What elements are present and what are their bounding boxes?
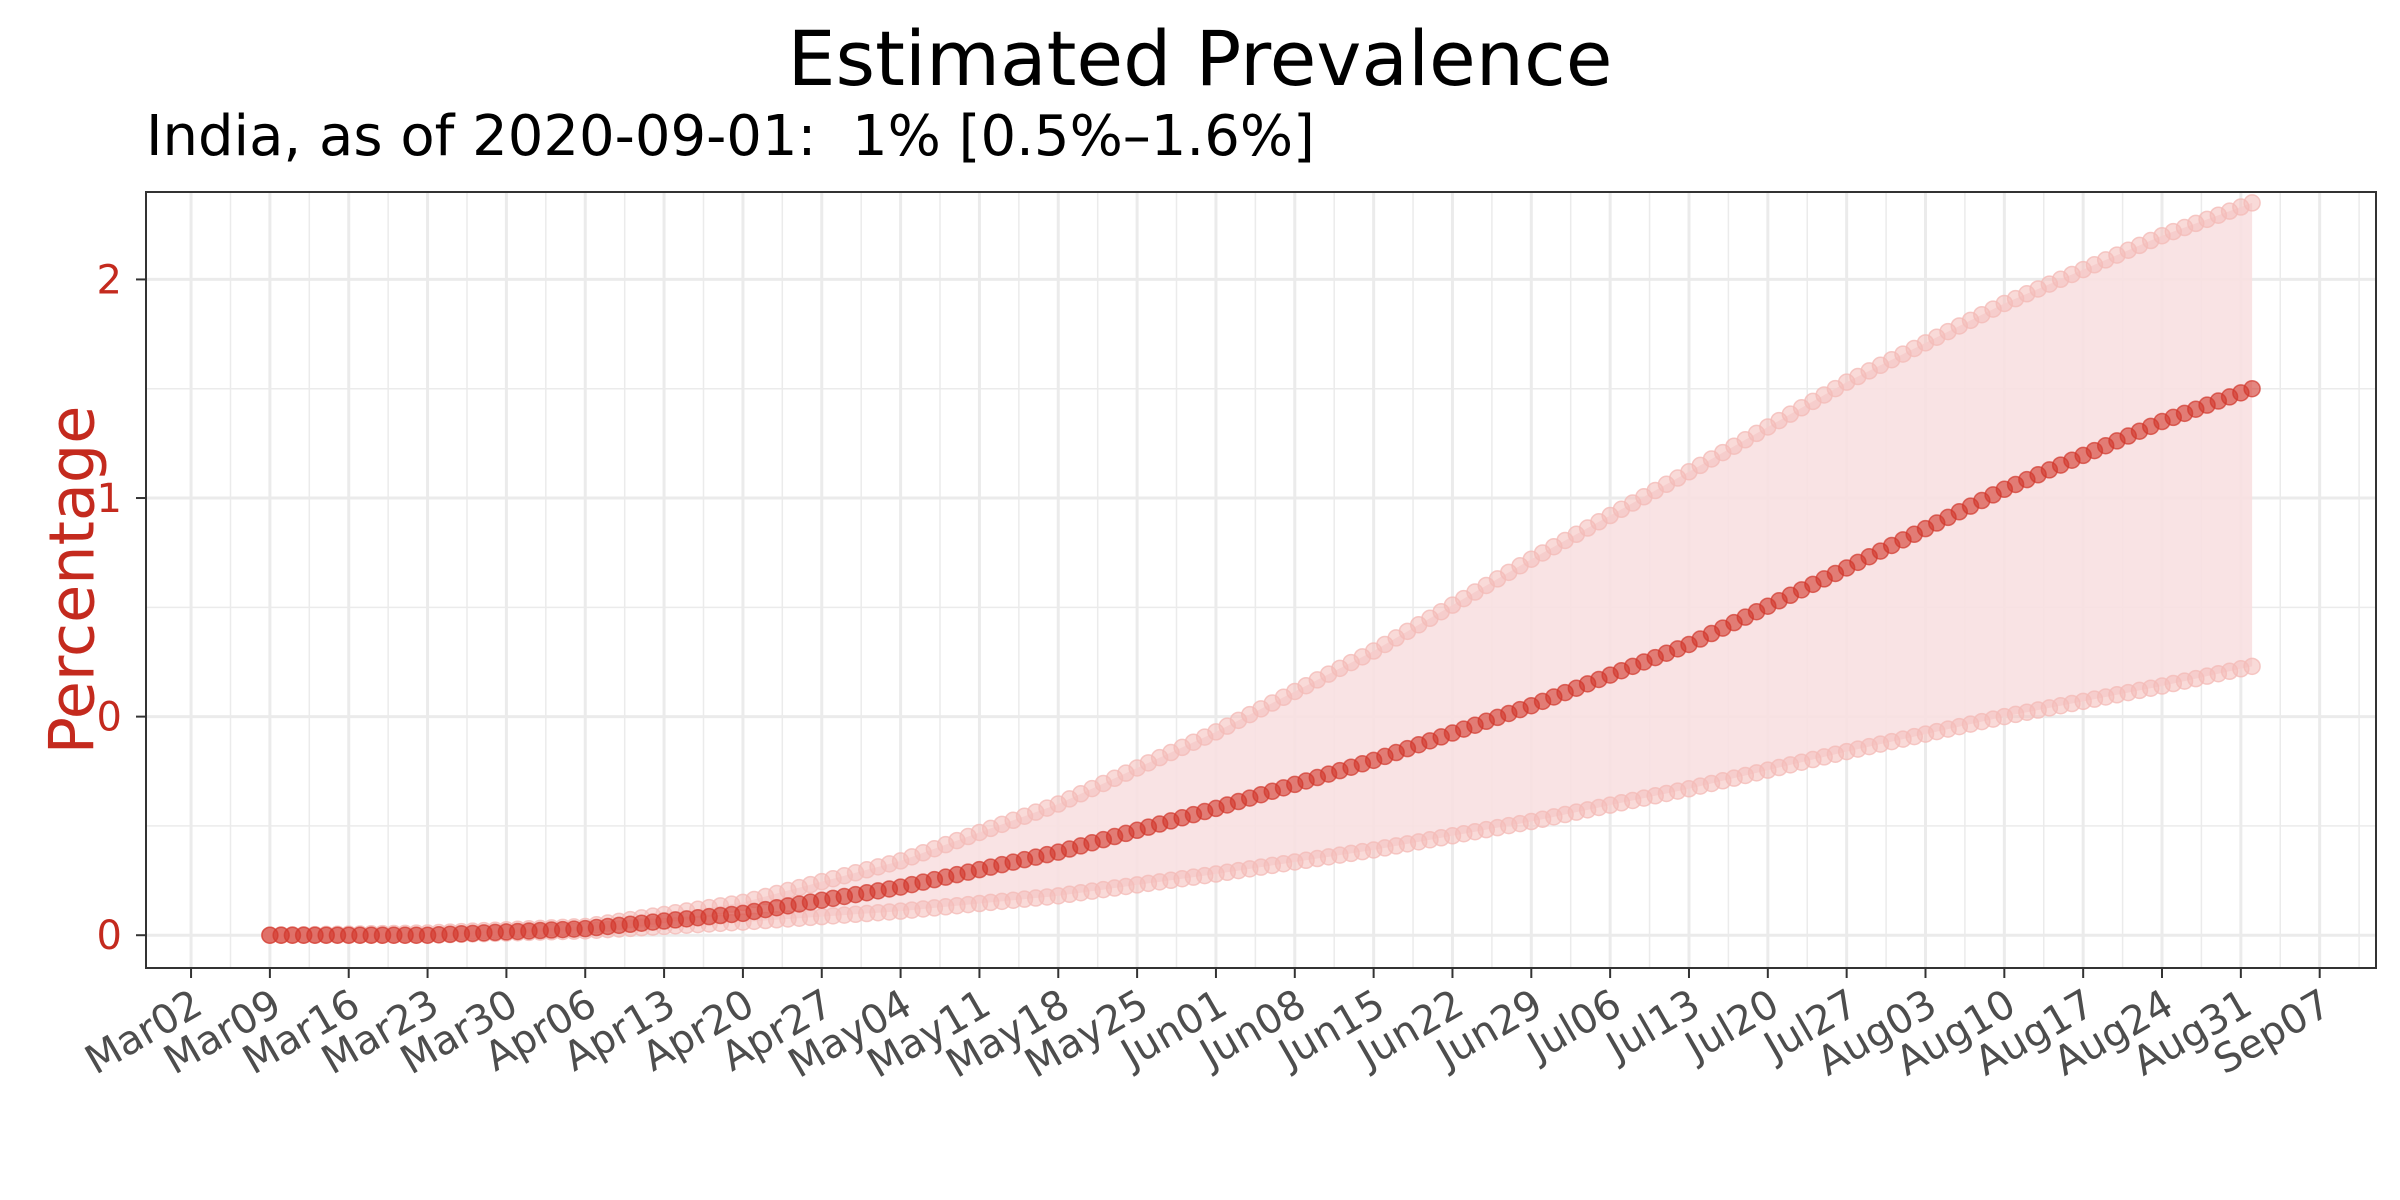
y-tick-label: 0: [97, 913, 122, 959]
chart-subtitle: India, as of 2020-09-01: 1% [0.5%–1.6%]: [146, 104, 1315, 169]
y-tick-label: 1: [97, 476, 122, 522]
chart-title: Estimated Prevalence: [787, 14, 1613, 103]
y-tick-label: 2: [97, 257, 122, 303]
upper-bound-point: [2243, 194, 2261, 212]
y-axis-label: Percentage: [36, 406, 109, 755]
confidence-ribbon: [269, 202, 2253, 936]
ribbon-layer: [269, 202, 2253, 936]
y-tick-label: 0: [97, 695, 122, 741]
points-layer: [261, 194, 2261, 944]
lower-bound-point: [2243, 657, 2261, 676]
estimate-point: [2243, 379, 2261, 398]
panel-border: [145, 191, 2377, 969]
